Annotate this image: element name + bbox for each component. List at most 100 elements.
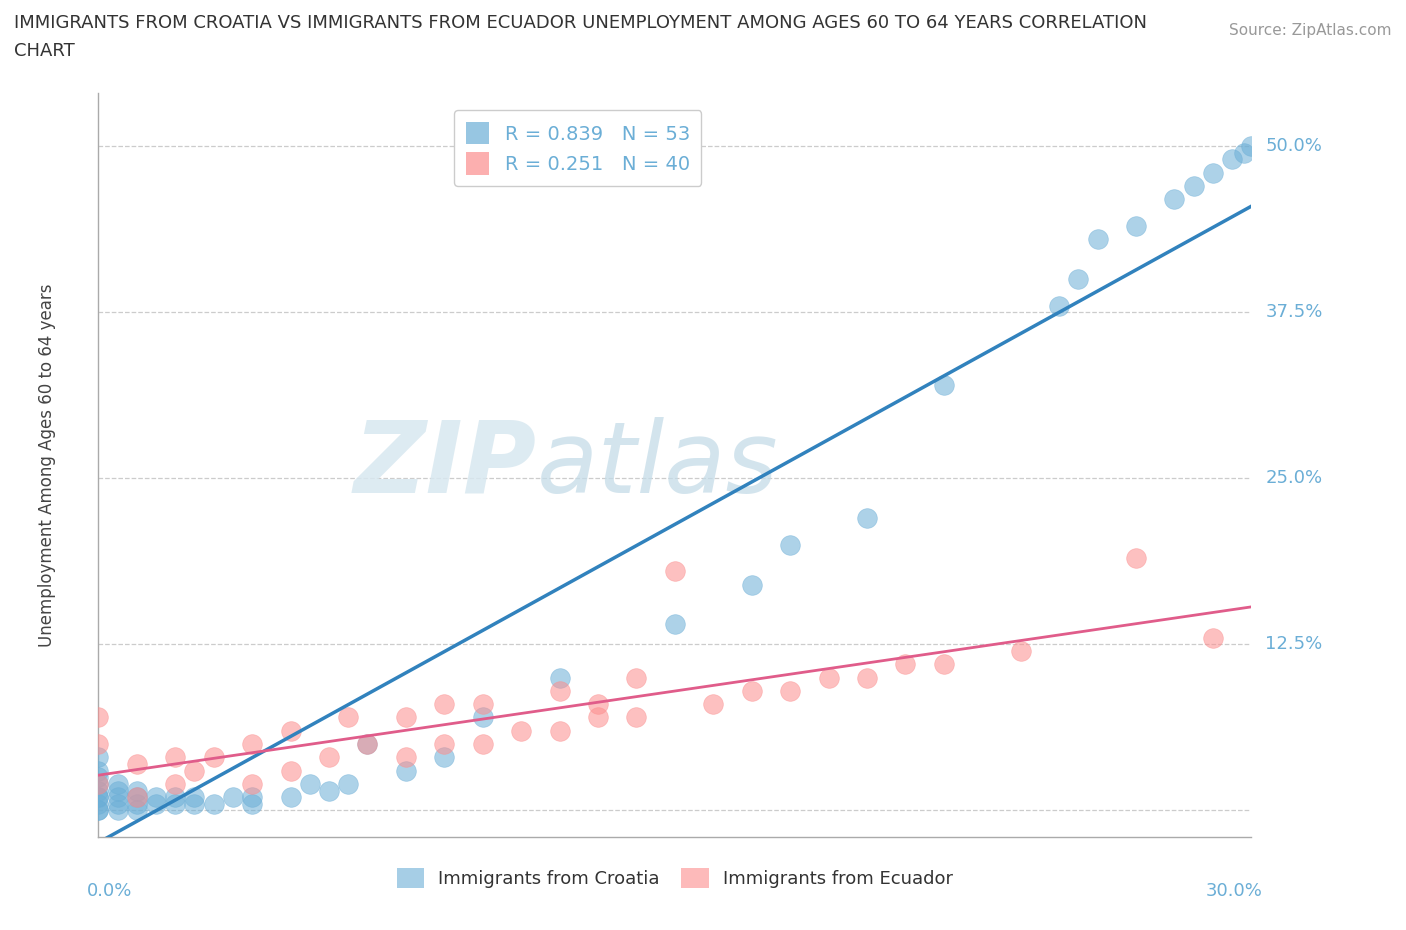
Point: [395, 750, 418, 764]
Text: 25.0%: 25.0%: [1265, 470, 1323, 487]
Point: [932, 378, 955, 392]
Point: [856, 671, 879, 685]
Point: [87, 790, 110, 804]
Point: [125, 783, 148, 798]
Point: [1202, 166, 1225, 180]
Point: [510, 724, 533, 738]
Point: [471, 697, 494, 711]
Point: [894, 657, 917, 671]
Point: [433, 737, 456, 751]
Point: [280, 790, 302, 804]
Point: [1067, 272, 1090, 286]
Point: [125, 803, 148, 817]
Point: [356, 737, 378, 751]
Point: [1240, 139, 1263, 153]
Point: [471, 737, 494, 751]
Point: [165, 796, 187, 811]
Point: [87, 750, 110, 764]
Point: [395, 710, 418, 724]
Point: [240, 777, 263, 791]
Point: [741, 578, 763, 592]
Point: [165, 777, 187, 791]
Point: [586, 697, 609, 711]
Point: [145, 790, 167, 804]
Text: Source: ZipAtlas.com: Source: ZipAtlas.com: [1229, 23, 1392, 38]
Text: IMMIGRANTS FROM CROATIA VS IMMIGRANTS FROM ECUADOR UNEMPLOYMENT AMONG AGES 60 TO: IMMIGRANTS FROM CROATIA VS IMMIGRANTS FR…: [14, 14, 1147, 32]
Point: [240, 796, 263, 811]
Point: [87, 796, 110, 811]
Point: [202, 796, 225, 811]
Point: [145, 796, 167, 811]
Point: [626, 671, 648, 685]
Point: [87, 790, 110, 804]
Point: [222, 790, 245, 804]
Point: [817, 671, 839, 685]
Point: [125, 756, 148, 771]
Point: [1047, 299, 1070, 313]
Point: [318, 750, 340, 764]
Legend: Immigrants from Croatia, Immigrants from Ecuador: Immigrants from Croatia, Immigrants from…: [389, 860, 960, 895]
Point: [280, 764, 302, 778]
Point: [125, 790, 148, 804]
Point: [1010, 644, 1032, 658]
Point: [318, 783, 340, 798]
Point: [664, 617, 686, 631]
Point: [87, 710, 110, 724]
Point: [107, 777, 129, 791]
Point: [741, 684, 763, 698]
Point: [202, 750, 225, 764]
Point: [87, 803, 110, 817]
Point: [856, 511, 879, 525]
Point: [165, 750, 187, 764]
Point: [586, 710, 609, 724]
Point: [87, 777, 110, 791]
Point: [548, 724, 571, 738]
Text: 37.5%: 37.5%: [1265, 303, 1323, 321]
Point: [433, 750, 456, 764]
Text: CHART: CHART: [14, 42, 75, 60]
Point: [356, 737, 378, 751]
Point: [1087, 232, 1109, 246]
Point: [626, 710, 648, 724]
Point: [1163, 192, 1185, 206]
Text: 50.0%: 50.0%: [1265, 137, 1322, 155]
Point: [471, 710, 494, 724]
Point: [433, 697, 456, 711]
Text: 12.5%: 12.5%: [1265, 635, 1323, 654]
Point: [932, 657, 955, 671]
Point: [107, 790, 129, 804]
Text: ZIP: ZIP: [353, 417, 537, 513]
Point: [87, 737, 110, 751]
Point: [125, 796, 148, 811]
Point: [165, 790, 187, 804]
Point: [548, 684, 571, 698]
Point: [395, 764, 418, 778]
Text: 30.0%: 30.0%: [1206, 882, 1263, 899]
Point: [107, 803, 129, 817]
Point: [125, 790, 148, 804]
Point: [87, 764, 110, 778]
Text: Unemployment Among Ages 60 to 64 years: Unemployment Among Ages 60 to 64 years: [38, 284, 56, 646]
Point: [1125, 219, 1147, 233]
Text: 0.0%: 0.0%: [87, 882, 132, 899]
Point: [298, 777, 321, 791]
Point: [1233, 145, 1256, 160]
Point: [183, 796, 205, 811]
Point: [702, 697, 724, 711]
Point: [87, 783, 110, 798]
Point: [779, 684, 801, 698]
Point: [87, 803, 110, 817]
Point: [107, 796, 129, 811]
Point: [779, 538, 801, 552]
Point: [87, 770, 110, 785]
Point: [240, 737, 263, 751]
Point: [240, 790, 263, 804]
Text: atlas: atlas: [537, 417, 778, 513]
Point: [664, 564, 686, 578]
Point: [183, 764, 205, 778]
Point: [1182, 179, 1205, 193]
Point: [183, 790, 205, 804]
Point: [280, 724, 302, 738]
Point: [548, 671, 571, 685]
Point: [337, 777, 360, 791]
